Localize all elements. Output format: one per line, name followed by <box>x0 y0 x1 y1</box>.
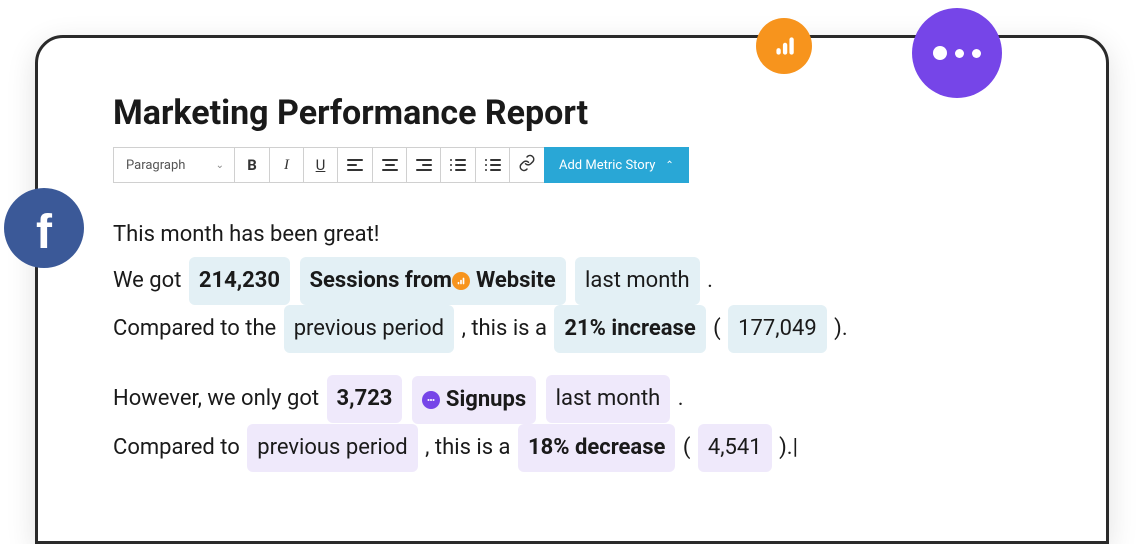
content-line: We got 214,230 Sessions from Website las… <box>113 257 1031 305</box>
metric-value-pill[interactable]: 214,230 <box>189 257 290 305</box>
prev-value-pill[interactable]: 177,049 <box>728 305 827 353</box>
align-right-button[interactable] <box>406 148 440 182</box>
link-button[interactable] <box>510 148 544 182</box>
bullet-list-button[interactable] <box>441 148 475 182</box>
numbered-list-button[interactable] <box>475 148 509 182</box>
signups-source-icon <box>422 391 440 409</box>
change-pill[interactable]: 18% decrease <box>518 424 675 472</box>
facebook-icon: f <box>4 188 84 268</box>
period-pill[interactable]: previous period <box>247 424 417 472</box>
editor-frame: Marketing Performance Report Paragraph ⌄… <box>35 35 1109 544</box>
editor-content[interactable]: This month has been great! We got 214,23… <box>113 213 1031 472</box>
align-left-button[interactable] <box>338 148 372 182</box>
metric-label-pill[interactable]: Signups <box>412 376 536 424</box>
analytics-source-icon <box>452 272 470 290</box>
add-metric-story-label: Add Metric Story <box>559 158 655 173</box>
add-metric-story-button[interactable]: Add Metric Story ⌃ <box>544 147 689 183</box>
period-pill[interactable]: previous period <box>284 305 454 353</box>
page-title: Marketing Performance Report <box>113 93 1031 133</box>
change-pill[interactable]: 21% increase <box>554 305 705 353</box>
format-select-label: Paragraph <box>126 158 185 173</box>
link-icon <box>518 154 536 176</box>
analytics-icon <box>756 18 812 74</box>
metric-value-pill[interactable]: 3,723 <box>327 375 403 423</box>
period-pill[interactable]: last month <box>546 375 671 423</box>
prev-value-pill[interactable]: 4,541 <box>698 424 772 472</box>
underline-button[interactable]: U <box>303 148 337 182</box>
metric-label-pill[interactable]: Sessions from Website <box>300 257 566 305</box>
period-pill[interactable]: last month <box>575 257 700 305</box>
content-line: This month has been great! <box>113 213 1031 257</box>
more-icon <box>912 8 1002 98</box>
editor-toolbar: Paragraph ⌄ B I U <box>113 147 1031 183</box>
align-center-button[interactable] <box>372 148 406 182</box>
italic-button[interactable]: I <box>269 148 303 182</box>
chevron-up-icon: ⌃ <box>665 160 673 171</box>
content-line: However, we only got 3,723 Signups last … <box>113 375 1031 424</box>
content-line: Compared to previous period , this is a … <box>113 424 1031 472</box>
content-line: Compared to the previous period , this i… <box>113 305 1031 353</box>
bold-button[interactable]: B <box>235 148 269 182</box>
chevron-down-icon: ⌄ <box>216 160 224 171</box>
format-select[interactable]: Paragraph ⌄ <box>114 148 234 182</box>
